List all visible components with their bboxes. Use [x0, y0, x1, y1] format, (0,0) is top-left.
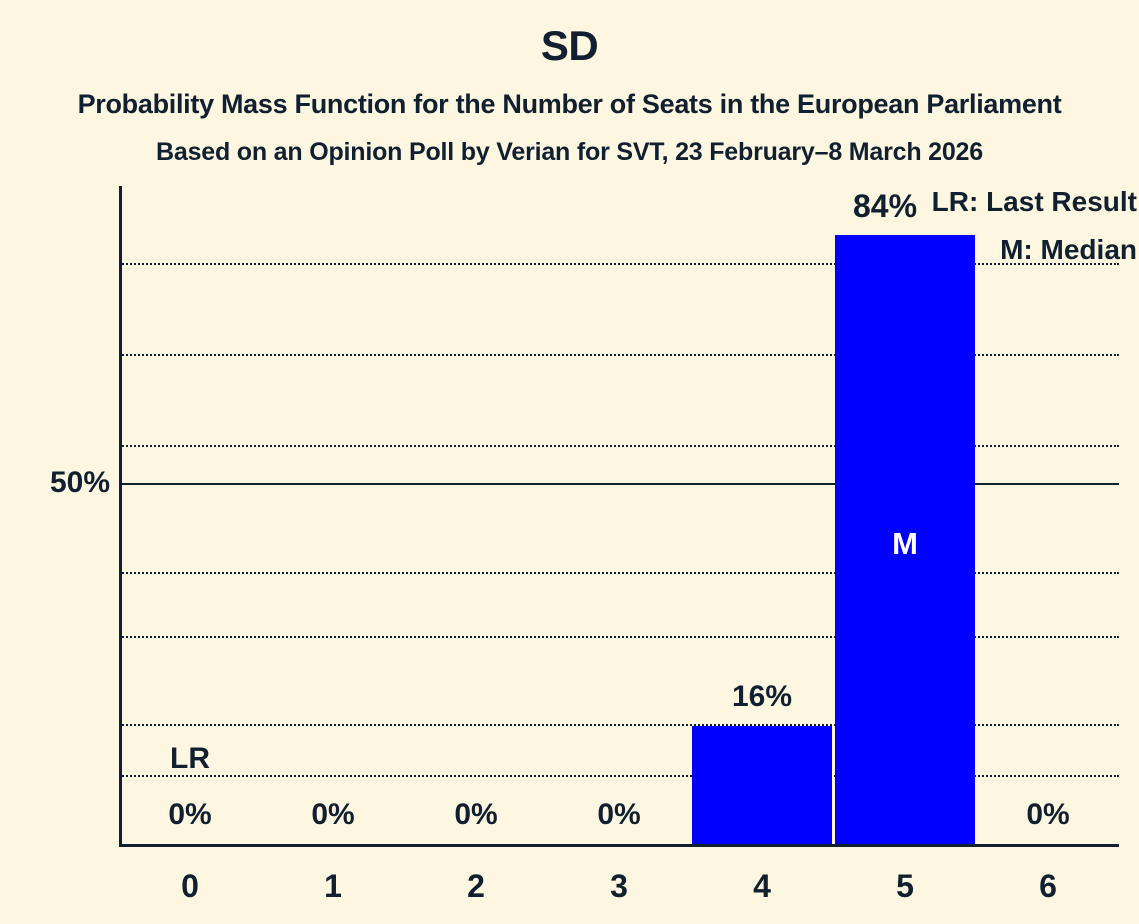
gridline-75: [119, 354, 1119, 356]
gridline-25: [119, 636, 1119, 638]
gridline-87-5: [119, 263, 1119, 265]
x-axis-line: [119, 844, 1119, 847]
bar-label-seat-1: 0%: [311, 798, 355, 831]
bar-label-seat-0: 0%: [168, 798, 212, 831]
y-tick-label-50: 50%: [49, 466, 110, 499]
bar-label-seat-6: 0%: [1026, 798, 1070, 831]
legend-median: M: Median: [1000, 234, 1137, 265]
x-tick-label-5: 5: [896, 868, 914, 904]
bar-label-seat-4: 16%: [731, 680, 793, 713]
x-tick-label-4: 4: [753, 868, 771, 904]
bar-label-seat-3: 0%: [597, 798, 641, 831]
chart-source-note: Based on an Opinion Poll by Verian for S…: [156, 138, 983, 166]
bar-seat-4[interactable]: [692, 726, 832, 844]
gridline-62-5: [119, 445, 1119, 447]
chart-subtitle: Probability Mass Function for the Number…: [77, 89, 1062, 119]
gridline-37-5: [119, 572, 1119, 574]
bar-label-seat-5: 84%: [852, 188, 918, 224]
median-marker: M: [892, 526, 918, 561]
x-tick-label-0: 0: [181, 868, 199, 904]
x-tick-label-6: 6: [1039, 868, 1057, 904]
bar-seat-5[interactable]: [835, 235, 975, 844]
x-tick-label-1: 1: [324, 868, 342, 904]
gridline-lower: [119, 775, 1119, 777]
plot-area: 0% 0% 0% 0% 16% 84% 0% LR M: [119, 186, 1119, 847]
gridline-50: [119, 483, 1119, 485]
last-result-marker: LR: [170, 742, 210, 775]
bar-label-seat-2: 0%: [454, 798, 498, 831]
legend-last-result: LR: Last Result: [931, 186, 1137, 217]
page-title: SD: [540, 22, 599, 69]
y-axis-line: [119, 186, 122, 847]
gridline-12-5: [119, 724, 1119, 726]
x-tick-label-2: 2: [467, 868, 485, 904]
x-tick-label-3: 3: [610, 868, 628, 904]
